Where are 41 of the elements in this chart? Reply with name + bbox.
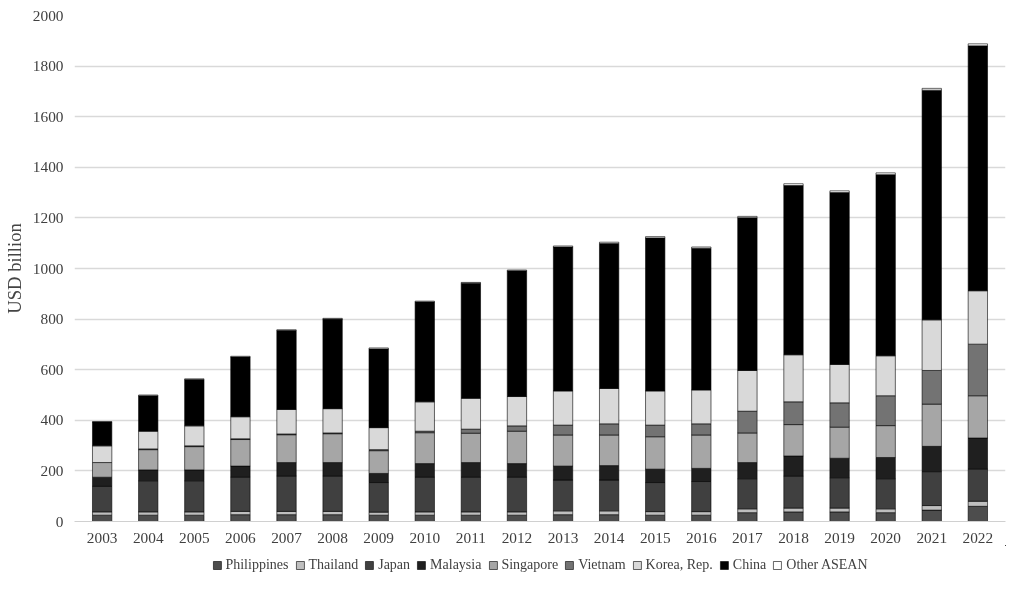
x-tick-label: 2004 bbox=[132, 528, 164, 546]
x-tick-label: 2016 bbox=[685, 528, 717, 546]
x-tick-label: 2009 bbox=[363, 528, 395, 546]
x-tick-label: 2003 bbox=[86, 528, 118, 546]
legend-label: Japan bbox=[378, 557, 411, 573]
x-tick-label: 2013 bbox=[547, 528, 579, 546]
x-tick-label: 2007 bbox=[271, 528, 303, 546]
x-tick-label: 2020 bbox=[870, 528, 902, 546]
x-tick-label: 2022 bbox=[962, 528, 994, 546]
legend-label: Vietnam bbox=[578, 557, 626, 573]
x-tick-label: 2019 bbox=[824, 528, 856, 546]
y-tick-label: 1600 bbox=[32, 107, 64, 125]
y-axis-title: USD billion bbox=[3, 222, 25, 314]
legend-label: Other ASEAN bbox=[786, 557, 868, 573]
y-tick-label: 1800 bbox=[32, 57, 64, 75]
y-tick-label: 600 bbox=[40, 360, 64, 378]
x-tick-label: 2017 bbox=[732, 528, 764, 546]
y-tick-label: 1000 bbox=[32, 259, 64, 277]
x-tick-label: 2018 bbox=[778, 528, 810, 546]
legend-label: Philippines bbox=[225, 557, 289, 573]
x-tick-label: 2014 bbox=[593, 528, 625, 546]
y-tick-label: 1200 bbox=[32, 208, 64, 226]
y-tick-label: 800 bbox=[40, 310, 64, 328]
y-tick-label: 1400 bbox=[32, 158, 64, 176]
legend-label: Korea, Rep. bbox=[645, 557, 713, 573]
legend-label: Malaysia bbox=[430, 557, 482, 573]
legend-label: Thailand bbox=[308, 557, 359, 573]
x-tick-label: 2011 bbox=[455, 528, 486, 546]
y-tick-label: 200 bbox=[40, 461, 64, 479]
x-tick-label: 2010 bbox=[409, 528, 441, 546]
x-tick-label: 2021 bbox=[916, 528, 948, 546]
y-tick-label: 0 bbox=[55, 512, 64, 530]
y-tick-label: 400 bbox=[40, 411, 64, 429]
x-tick-label: 2015 bbox=[639, 528, 671, 546]
x-tick-label: 2005 bbox=[179, 528, 210, 546]
legend-label: Singapore bbox=[501, 557, 559, 573]
x-tick-label: 2006 bbox=[225, 528, 257, 546]
y-tick-label: 2000 bbox=[32, 6, 64, 24]
x-tick-label: 2008 bbox=[317, 528, 349, 546]
x-tick-label: 2012 bbox=[501, 528, 533, 546]
legend-label: China bbox=[732, 557, 767, 573]
